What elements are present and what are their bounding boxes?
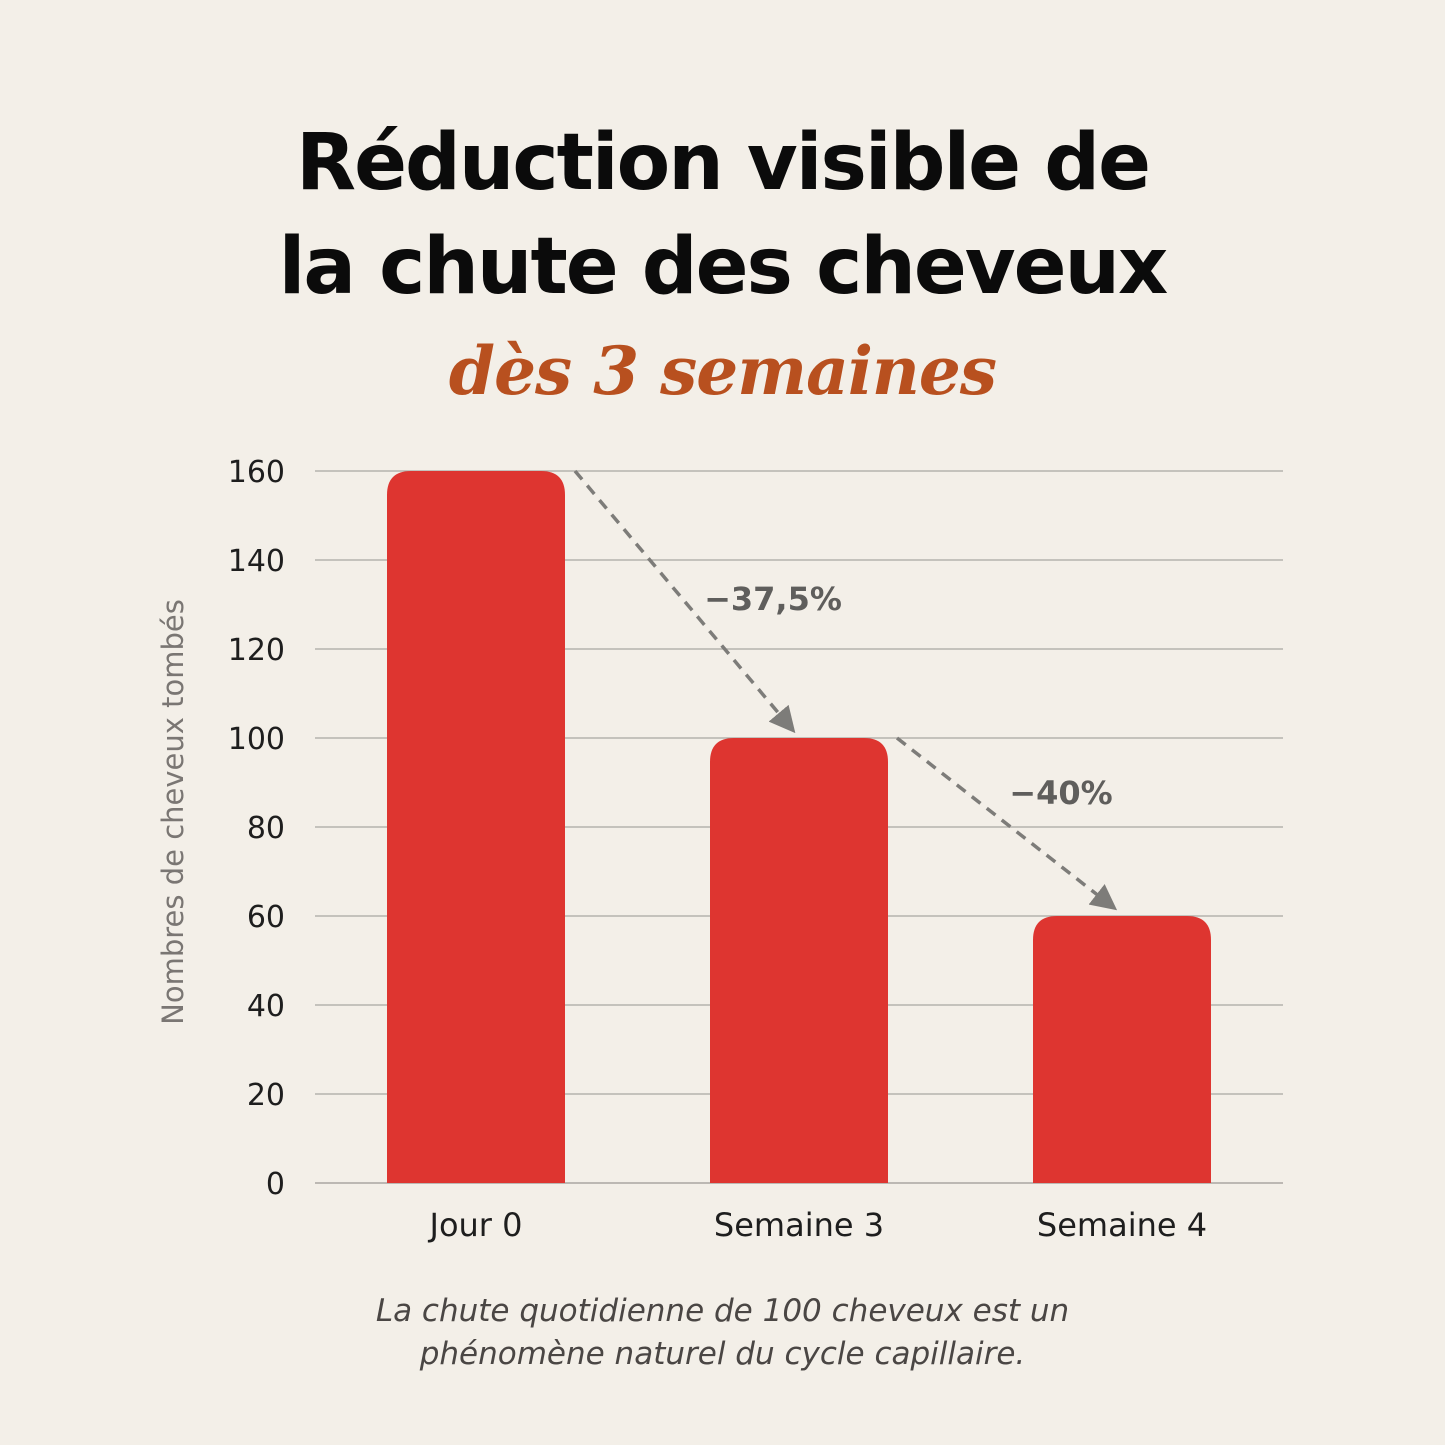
y-tick-label: 100 (228, 722, 285, 757)
x-tick-label: Jour 0 (428, 1206, 523, 1244)
bar (710, 738, 888, 1183)
footnote-line-1: La chute quotidienne de 100 cheveux est … (375, 1293, 1070, 1329)
y-tick-label: 40 (247, 989, 285, 1024)
y-tick-label: 160 (228, 455, 285, 490)
y-tick-label: 120 (228, 633, 285, 668)
y-tick-label: 20 (247, 1078, 285, 1113)
footnote: La chute quotidienne de 100 cheveux est … (0, 1290, 1445, 1376)
bar (387, 471, 565, 1183)
x-tick-label: Semaine 4 (1037, 1206, 1207, 1244)
y-axis-label: Nombres de cheveux tombés (156, 599, 190, 1025)
y-tick-label: 80 (247, 811, 285, 846)
change-annotation: −40% (1009, 774, 1112, 812)
footnote-line-2: phénomène naturel du cycle capillaire. (419, 1336, 1026, 1372)
y-tick-label: 60 (247, 900, 285, 935)
title-line-2: la chute des cheveux (278, 222, 1169, 312)
y-tick-label: 140 (228, 544, 285, 579)
trend-arrow (895, 736, 1118, 911)
bar (1033, 916, 1211, 1183)
title-line-1: Réduction visible de (296, 118, 1151, 208)
x-tick-label: Semaine 3 (714, 1206, 884, 1244)
change-annotation: −37,5% (704, 580, 842, 618)
y-tick-label: 0 (266, 1167, 285, 1202)
subtitle: dès 3 semaines (448, 332, 997, 410)
